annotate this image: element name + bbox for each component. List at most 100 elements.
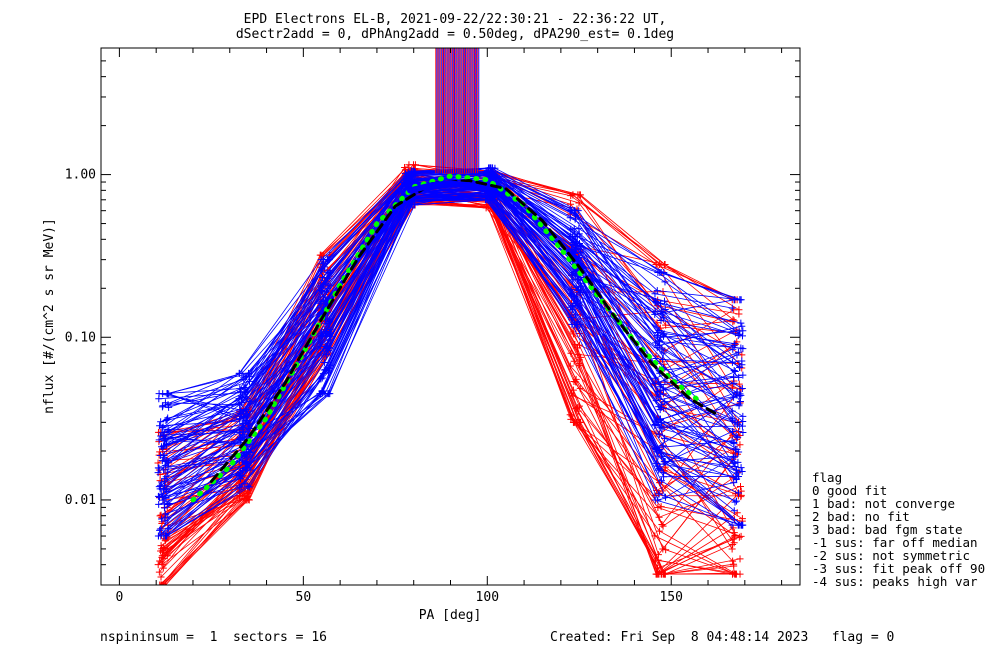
data-point (731, 498, 739, 506)
data-point (732, 432, 740, 440)
data-point (320, 256, 328, 264)
data-curve (164, 174, 740, 433)
data-point (244, 490, 252, 498)
data-point (661, 305, 669, 313)
data-point (239, 414, 247, 422)
data-curve (159, 187, 735, 487)
data-point (655, 490, 663, 498)
data-point (651, 420, 659, 428)
data-point (156, 448, 164, 456)
data-point (656, 416, 664, 424)
data-curve (161, 176, 743, 434)
data-point (738, 384, 746, 392)
data-point (734, 348, 742, 356)
data-point (651, 380, 659, 388)
data-curve (158, 191, 740, 469)
data-point (155, 436, 163, 444)
data-point (157, 581, 165, 585)
data-point (156, 526, 164, 534)
data-point (735, 310, 743, 318)
data-curve (160, 190, 733, 490)
data-point (483, 167, 491, 175)
data-point (730, 533, 738, 541)
flag-legend-entry: 3 bad: bad fgm state (812, 522, 963, 537)
data-point (733, 420, 741, 428)
data-point (407, 175, 415, 183)
data-point (157, 418, 165, 426)
data-point (316, 390, 324, 398)
data-point (245, 372, 253, 380)
x-tick-label: 100 (476, 590, 499, 605)
chart-subtitle: dSectr2add = 0, dPhAng2add = 0.50deg, dP… (236, 27, 674, 42)
data-point (160, 544, 168, 552)
data-point (659, 314, 667, 322)
flag-legend-entry: -2 sus: not symmetric (812, 548, 970, 563)
data-point (162, 548, 170, 556)
data-point (322, 327, 330, 335)
data-point (162, 494, 170, 502)
data-point (573, 320, 581, 328)
chart-title: EPD Electrons EL-B, 2021-09-22/22:30:21 … (244, 12, 667, 27)
data-point (316, 251, 324, 259)
data-point (739, 371, 747, 379)
data-point (159, 423, 167, 431)
data-point (570, 207, 578, 215)
data-point (235, 483, 243, 491)
data-point (730, 479, 738, 487)
y-tick-label: 1.00 (65, 168, 96, 183)
data-point (729, 316, 737, 324)
data-point (401, 170, 409, 178)
data-point (736, 296, 744, 304)
data-point (577, 353, 585, 361)
fit-curve (209, 179, 721, 483)
flag-legend: flag 0 good fit 1 bad: not converge 2 ba… (812, 470, 985, 589)
data-point (735, 327, 743, 335)
data-point (321, 296, 329, 304)
data-point (573, 294, 581, 302)
data-point (733, 445, 741, 453)
data-layer (154, 48, 747, 585)
data-point (728, 545, 736, 553)
flag-legend-entry: 0 good fit (812, 483, 887, 498)
data-point (658, 345, 666, 353)
data-point (157, 511, 165, 519)
data-point (657, 477, 665, 485)
fit-layer (190, 173, 721, 503)
data-point (487, 168, 495, 176)
data-curve (159, 200, 734, 585)
data-point (735, 373, 743, 381)
data-point (570, 357, 578, 365)
data-point (572, 378, 580, 386)
data-point (238, 369, 246, 377)
data-curve (165, 192, 739, 499)
data-point (730, 507, 738, 515)
data-point (574, 191, 582, 199)
data-point (730, 453, 738, 461)
data-point (490, 171, 498, 179)
data-point (238, 472, 246, 480)
data-point (569, 248, 577, 256)
data-curve (166, 180, 744, 490)
data-point (738, 468, 746, 476)
data-point (656, 269, 664, 277)
data-point (155, 568, 163, 576)
data-point (734, 458, 742, 466)
data-point (737, 385, 745, 393)
data-point (736, 521, 744, 529)
data-point (651, 444, 659, 452)
data-point (738, 322, 746, 330)
data-point (655, 337, 663, 345)
data-point (736, 390, 744, 398)
footer-right: Created: Fri Sep 8 04:48:14 2023 flag = … (550, 630, 894, 645)
data-point (244, 482, 252, 490)
data-curve (160, 196, 734, 498)
data-point (154, 469, 162, 477)
data-point (575, 287, 583, 295)
data-point (659, 349, 667, 357)
data-point (651, 290, 659, 298)
flag-legend-entry: -1 sus: far off median (812, 535, 978, 550)
data-point (155, 493, 163, 501)
data-point (156, 482, 164, 490)
data-point (159, 564, 167, 572)
